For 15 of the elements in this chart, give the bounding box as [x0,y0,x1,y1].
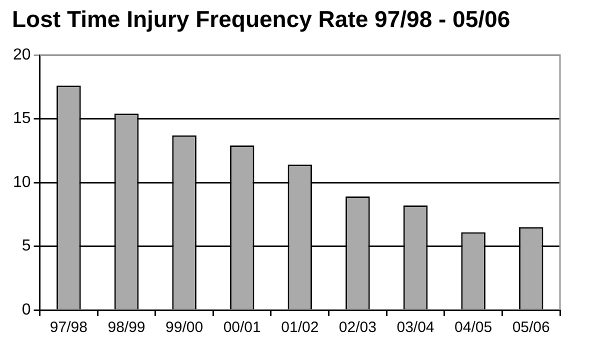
x-tick-label: 00/01 [223,319,261,336]
x-tick-label: 98/99 [108,319,146,336]
y-tick-label: 0 [22,301,31,318]
y-tick-label: 20 [13,46,31,64]
x-tick-label: 97/98 [50,319,88,336]
x-tick-label: 04/05 [454,319,492,336]
x-tick-label: 01/02 [281,319,319,336]
x-tick-label: 05/06 [512,319,550,336]
x-tick-label: 03/04 [396,319,434,336]
y-tick-label: 5 [22,238,31,255]
x-tick-label: 02/03 [338,319,376,336]
chart-title: Lost Time Injury Frequency Rate 97/98 - 05/06 [12,6,510,33]
y-tick-label: 10 [13,174,31,191]
y-tick-label: 15 [13,110,31,128]
x-tick-label: 99/00 [166,319,204,336]
